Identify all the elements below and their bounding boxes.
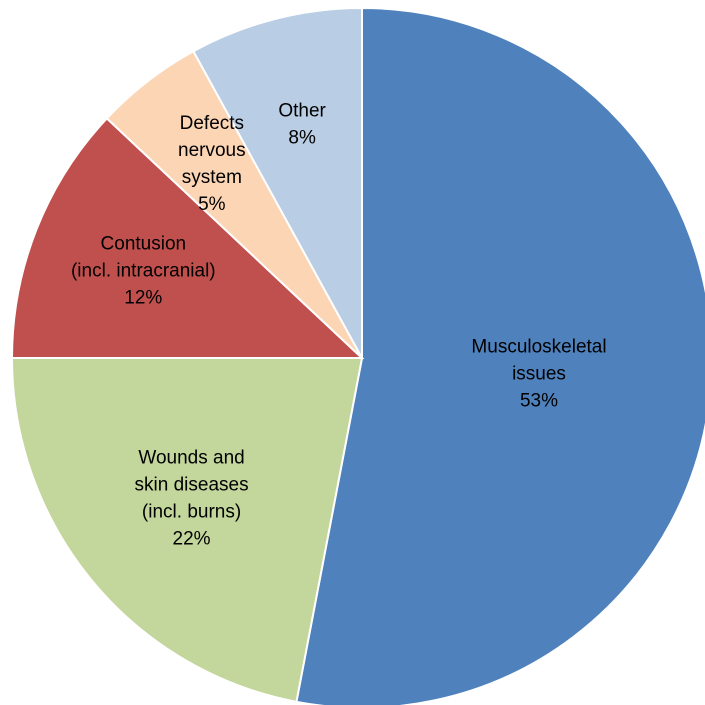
slice-label: Defects nervous system 5%: [178, 113, 246, 215]
label-line: (incl. intracranial): [71, 260, 216, 281]
pie-slice: [10, 357, 364, 703]
value-label: 12%: [124, 287, 162, 308]
category-label: Other: [278, 100, 326, 121]
slice-label: Contusion (incl. intracranial) 12%: [71, 233, 216, 308]
slice-label: Musculoskeletal issues 53%: [471, 337, 606, 412]
slice-label: Other 8%: [278, 100, 326, 148]
value-label: 53%: [520, 391, 558, 412]
label-line: (incl. burns): [142, 502, 241, 523]
value-label: 5%: [198, 194, 226, 215]
value-label: 8%: [288, 127, 316, 148]
label-line: Defects: [180, 113, 244, 134]
label-line: skin diseases: [135, 475, 249, 496]
category-label: Defects nervous system: [178, 113, 246, 188]
value-label: 22%: [173, 529, 211, 550]
category-label: Musculoskeletal issues: [471, 337, 606, 385]
pie-slice: [10, 116, 365, 359]
pie-slice: [192, 6, 363, 359]
label-line: Other: [278, 100, 326, 121]
label-line: Wounds and: [138, 448, 244, 469]
label-line: issues: [512, 364, 566, 385]
label-line: Musculoskeletal: [471, 337, 606, 358]
label-line: nervous: [178, 140, 246, 161]
slice-label: Wounds and skin diseases (incl. burns) 22%: [135, 448, 249, 550]
label-line: system: [182, 167, 242, 188]
category-label: Contusion (incl. intracranial): [71, 233, 216, 281]
pie-slice: [295, 6, 705, 705]
label-line: Contusion: [101, 233, 187, 254]
category-label: Wounds and skin diseases (incl. burns): [135, 448, 249, 523]
